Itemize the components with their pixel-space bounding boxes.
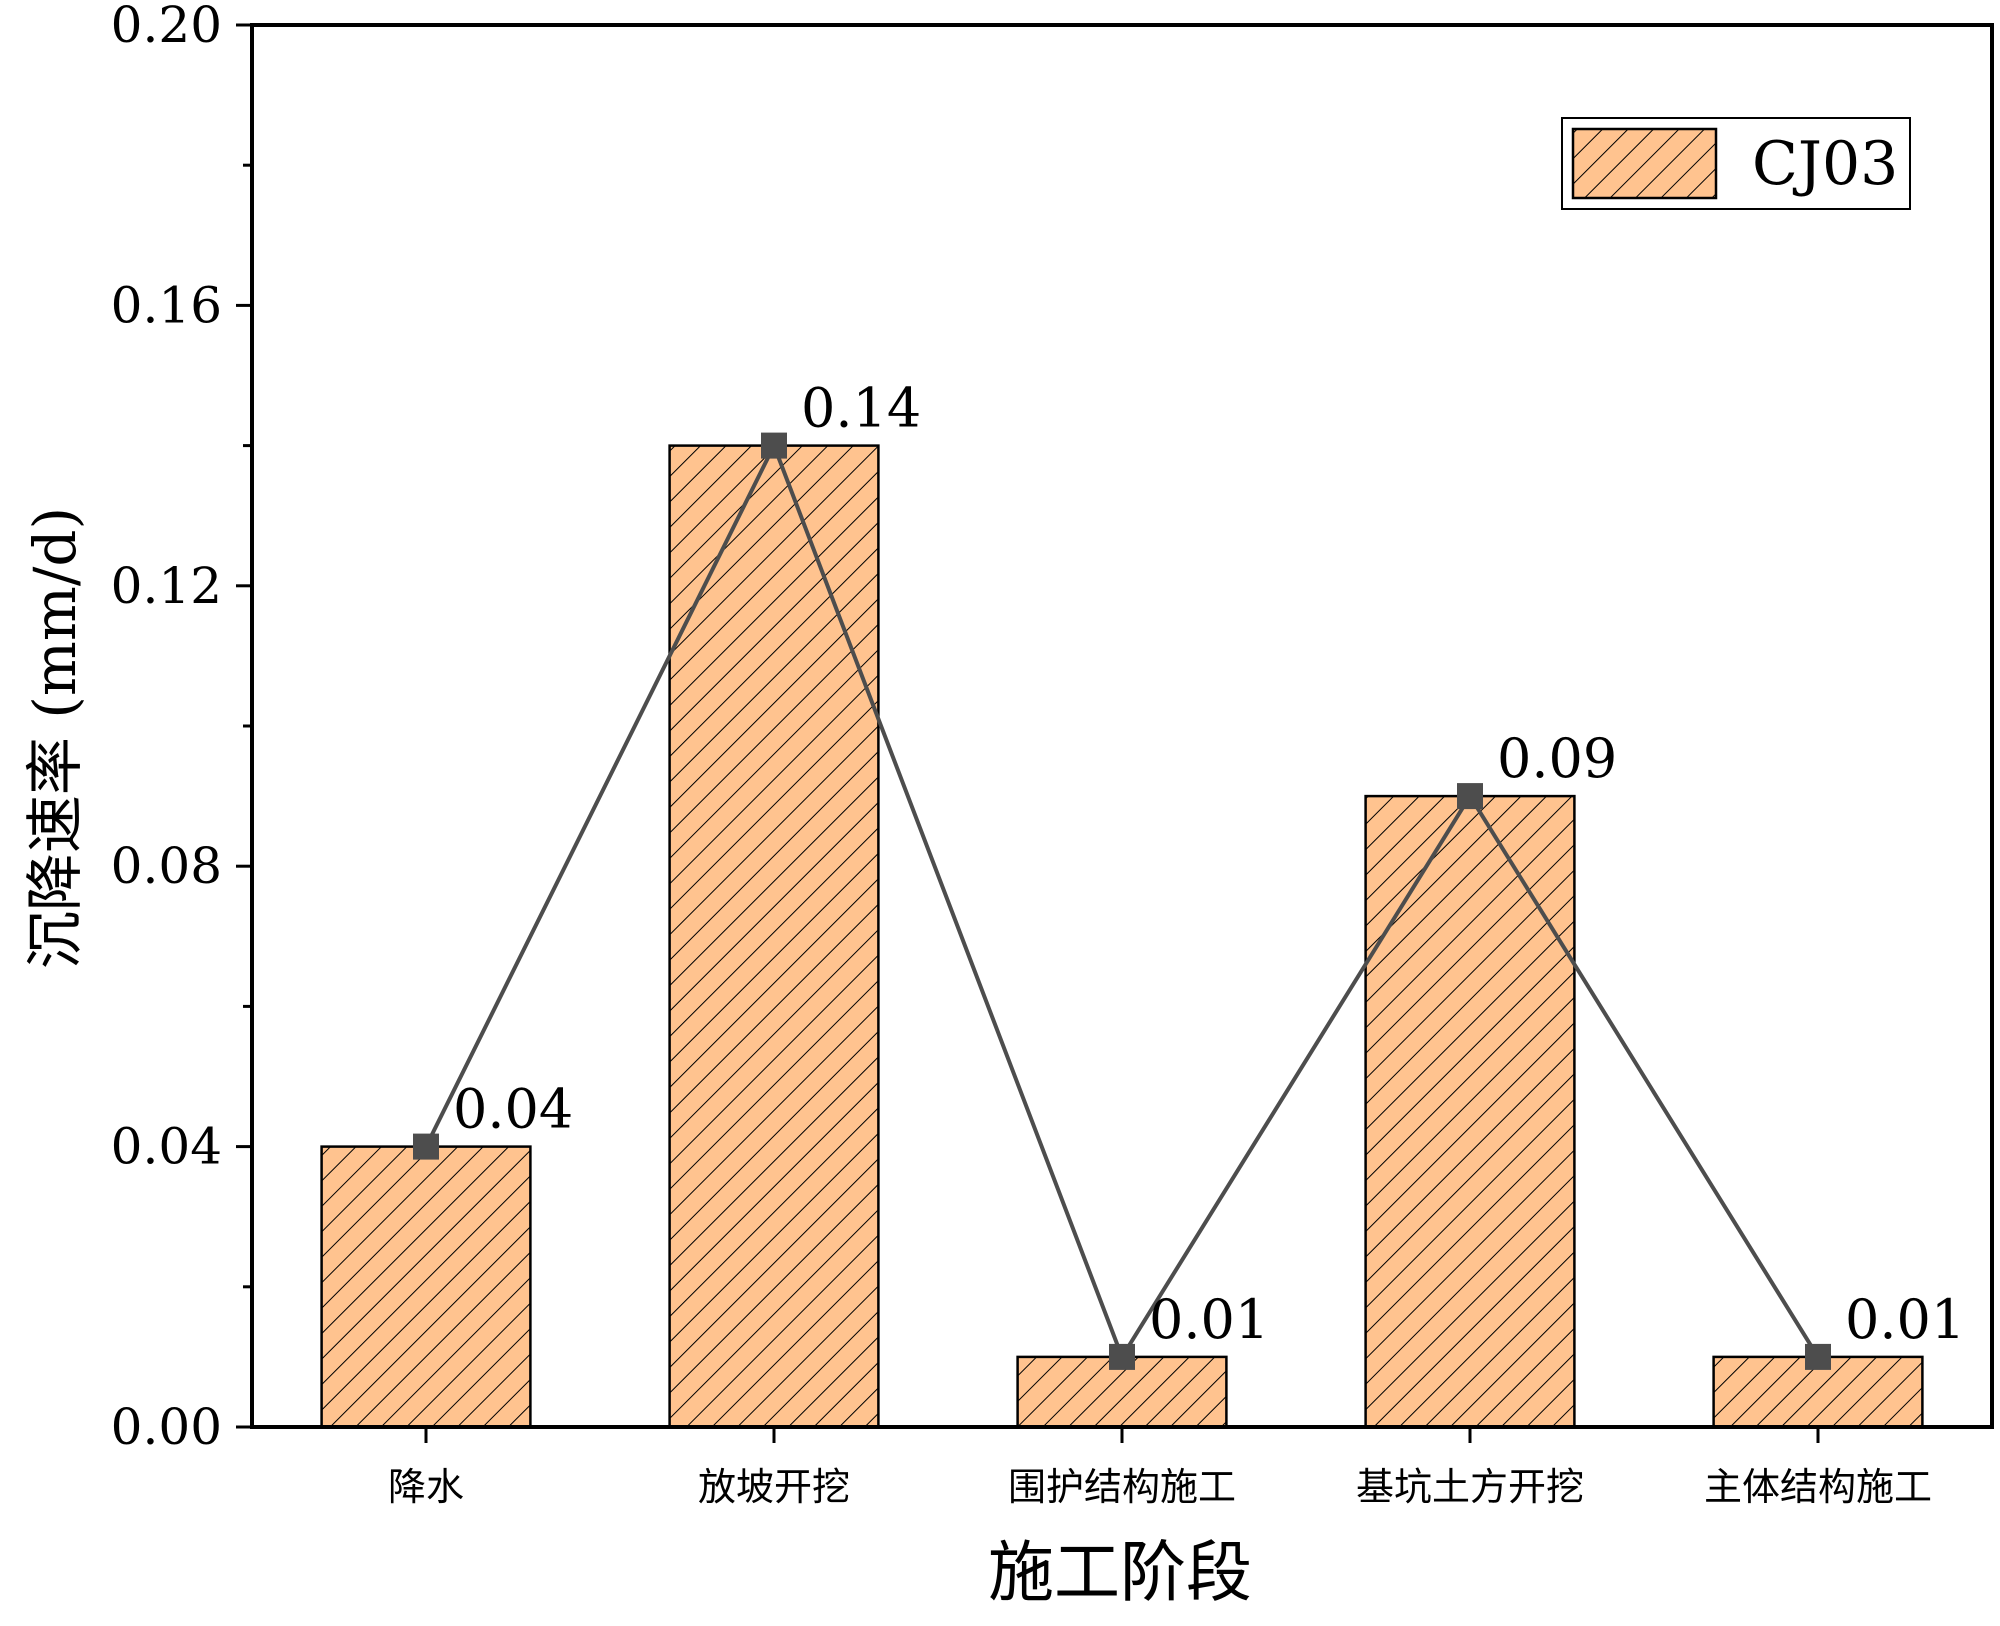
- data-label: 0.01: [1845, 1288, 1965, 1351]
- x-axis-title: 施工阶段: [988, 1534, 1252, 1611]
- y-tick-label: 0.16: [111, 276, 222, 334]
- data-point: [413, 1133, 439, 1160]
- data-point: [1457, 783, 1483, 810]
- x-tick-label: 围护结构施工: [1008, 1465, 1236, 1509]
- data-label: 0.09: [1497, 727, 1617, 790]
- y-tick-label: 0.12: [111, 557, 222, 615]
- x-tick-label: 降水: [388, 1465, 464, 1509]
- data-point: [761, 432, 787, 459]
- data-label: 0.14: [801, 377, 921, 440]
- x-tick-label: 主体结构施工: [1704, 1465, 1932, 1509]
- x-tick-label: 放坡开挖: [698, 1465, 850, 1509]
- y-tick-label: 0.20: [111, 0, 222, 54]
- series-line: [424, 440, 1820, 1362]
- bar: [1364, 794, 1576, 1429]
- y-tick-label: 0.00: [111, 1398, 222, 1456]
- legend-label: CJ03: [1752, 129, 1898, 199]
- bar: [320, 1145, 532, 1429]
- y-axis-title: 沉降速率 (mm/d): [21, 507, 89, 969]
- data-label: 0.01: [1149, 1288, 1269, 1351]
- bar: [668, 444, 880, 1429]
- y-tick-label: 0.08: [111, 837, 222, 895]
- data-label: 0.04: [453, 1078, 573, 1141]
- y-tick-label: 0.04: [111, 1118, 222, 1176]
- legend-swatch: [1571, 127, 1718, 200]
- x-tick-label: 基坑土方开挖: [1356, 1465, 1584, 1509]
- data-point: [1805, 1343, 1831, 1370]
- data-point: [1109, 1343, 1135, 1370]
